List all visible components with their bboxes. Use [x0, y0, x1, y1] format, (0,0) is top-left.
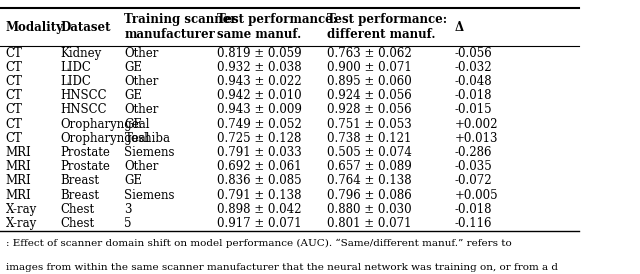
Text: 0.819 ± 0.059: 0.819 ± 0.059	[217, 47, 302, 60]
Text: Test performance:
different manuf.: Test performance: different manuf.	[327, 13, 447, 41]
Text: 0.763 ± 0.062: 0.763 ± 0.062	[327, 47, 412, 60]
Text: Toshiba: Toshiba	[125, 132, 170, 145]
Text: X-ray: X-ray	[6, 217, 37, 230]
Text: Chest: Chest	[61, 203, 95, 216]
Text: -0.018: -0.018	[454, 203, 492, 216]
Text: Other: Other	[125, 47, 159, 60]
Text: -0.056: -0.056	[454, 47, 492, 60]
Text: +0.005: +0.005	[454, 189, 498, 202]
Text: 0.924 ± 0.056: 0.924 ± 0.056	[327, 89, 412, 102]
Text: CT: CT	[6, 75, 22, 88]
Text: Oropharyngeal: Oropharyngeal	[61, 132, 150, 145]
Text: 5: 5	[125, 217, 132, 230]
Text: Δ: Δ	[454, 21, 463, 34]
Text: -0.048: -0.048	[454, 75, 492, 88]
Text: GE: GE	[125, 61, 143, 74]
Text: CT: CT	[6, 104, 22, 116]
Text: Test performance:
same manuf.: Test performance: same manuf.	[217, 13, 337, 41]
Text: 0.764 ± 0.138: 0.764 ± 0.138	[327, 175, 412, 187]
Text: CT: CT	[6, 47, 22, 60]
Text: Siemens: Siemens	[125, 146, 175, 159]
Text: MRI: MRI	[6, 146, 31, 159]
Text: 0.880 ± 0.030: 0.880 ± 0.030	[327, 203, 412, 216]
Text: LIDC: LIDC	[61, 61, 92, 74]
Text: 0.943 ± 0.022: 0.943 ± 0.022	[217, 75, 302, 88]
Text: 0.751 ± 0.053: 0.751 ± 0.053	[327, 118, 412, 131]
Text: +0.002: +0.002	[454, 118, 498, 131]
Text: -0.116: -0.116	[454, 217, 492, 230]
Text: HNSCC: HNSCC	[61, 89, 108, 102]
Text: 0.725 ± 0.128: 0.725 ± 0.128	[217, 132, 301, 145]
Text: Prostate: Prostate	[61, 146, 111, 159]
Text: Training scanner
manufacturer: Training scanner manufacturer	[125, 13, 237, 41]
Text: HNSCC: HNSCC	[61, 104, 108, 116]
Text: 0.836 ± 0.085: 0.836 ± 0.085	[217, 175, 302, 187]
Text: +0.013: +0.013	[454, 132, 498, 145]
Text: : Effect of scanner domain shift on model performance (AUC). “Same/different man: : Effect of scanner domain shift on mode…	[6, 239, 511, 248]
Text: 0.895 ± 0.060: 0.895 ± 0.060	[327, 75, 412, 88]
Text: GE: GE	[125, 175, 143, 187]
Text: Other: Other	[125, 75, 159, 88]
Text: Oropharyngeal: Oropharyngeal	[61, 118, 150, 131]
Text: 0.917 ± 0.071: 0.917 ± 0.071	[217, 217, 302, 230]
Text: Kidney: Kidney	[61, 47, 102, 60]
Text: Siemens: Siemens	[125, 189, 175, 202]
Text: -0.286: -0.286	[454, 146, 492, 159]
Text: 0.791 ± 0.138: 0.791 ± 0.138	[217, 189, 301, 202]
Text: MRI: MRI	[6, 175, 31, 187]
Text: -0.015: -0.015	[454, 104, 492, 116]
Text: Modality: Modality	[6, 21, 64, 34]
Text: 0.943 ± 0.009: 0.943 ± 0.009	[217, 104, 302, 116]
Text: X-ray: X-ray	[6, 203, 37, 216]
Text: Chest: Chest	[61, 217, 95, 230]
Text: CT: CT	[6, 132, 22, 145]
Text: 0.928 ± 0.056: 0.928 ± 0.056	[327, 104, 412, 116]
Text: MRI: MRI	[6, 160, 31, 173]
Text: 0.898 ± 0.042: 0.898 ± 0.042	[217, 203, 301, 216]
Text: 0.749 ± 0.052: 0.749 ± 0.052	[217, 118, 302, 131]
Text: Other: Other	[125, 104, 159, 116]
Text: LIDC: LIDC	[61, 75, 92, 88]
Text: CT: CT	[6, 118, 22, 131]
Text: 0.796 ± 0.086: 0.796 ± 0.086	[327, 189, 412, 202]
Text: CT: CT	[6, 89, 22, 102]
Text: 0.692 ± 0.061: 0.692 ± 0.061	[217, 160, 302, 173]
Text: -0.035: -0.035	[454, 160, 492, 173]
Text: CT: CT	[6, 61, 22, 74]
Text: -0.032: -0.032	[454, 61, 492, 74]
Text: 0.657 ± 0.089: 0.657 ± 0.089	[327, 160, 412, 173]
Text: Other: Other	[125, 160, 159, 173]
Text: -0.018: -0.018	[454, 89, 492, 102]
Text: GE: GE	[125, 118, 143, 131]
Text: Breast: Breast	[61, 175, 100, 187]
Text: Prostate: Prostate	[61, 160, 111, 173]
Text: 0.900 ± 0.071: 0.900 ± 0.071	[327, 61, 412, 74]
Text: Breast: Breast	[61, 189, 100, 202]
Text: Dataset: Dataset	[61, 21, 111, 34]
Text: -0.072: -0.072	[454, 175, 492, 187]
Text: 0.942 ± 0.010: 0.942 ± 0.010	[217, 89, 302, 102]
Text: 0.932 ± 0.038: 0.932 ± 0.038	[217, 61, 302, 74]
Text: 0.738 ± 0.121: 0.738 ± 0.121	[327, 132, 412, 145]
Text: 0.801 ± 0.071: 0.801 ± 0.071	[327, 217, 412, 230]
Text: MRI: MRI	[6, 189, 31, 202]
Text: 0.791 ± 0.033: 0.791 ± 0.033	[217, 146, 302, 159]
Text: 3: 3	[125, 203, 132, 216]
Text: images from within the same scanner manufacturer that the neural network was tra: images from within the same scanner manu…	[6, 263, 558, 272]
Text: 0.505 ± 0.074: 0.505 ± 0.074	[327, 146, 412, 159]
Text: GE: GE	[125, 89, 143, 102]
